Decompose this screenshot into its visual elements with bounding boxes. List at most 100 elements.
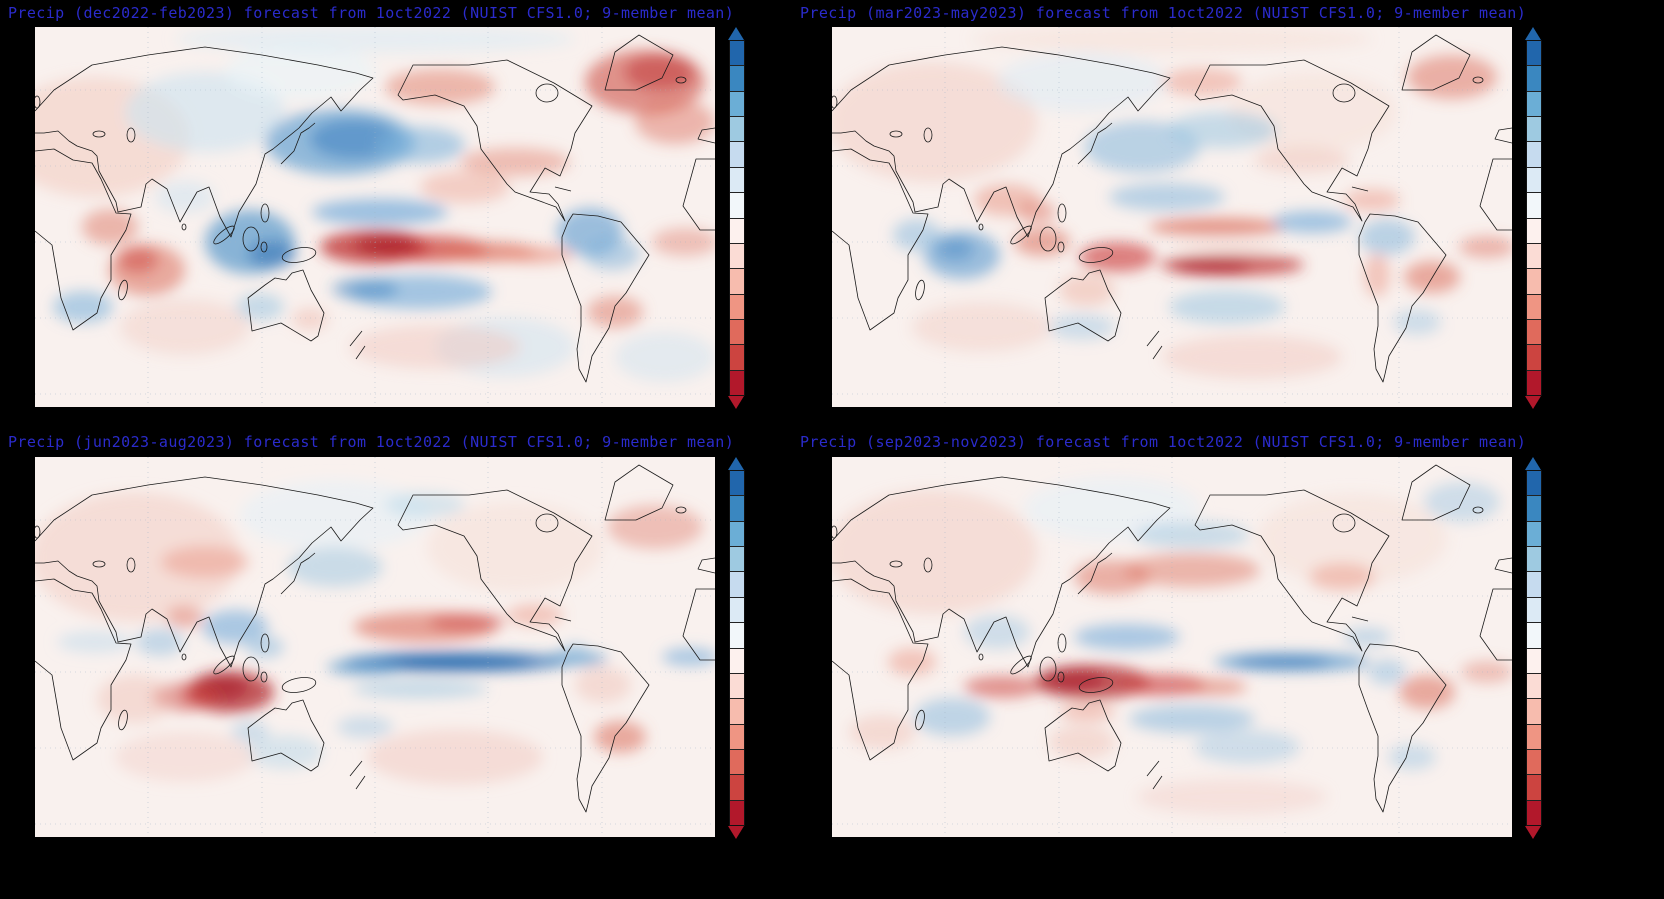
- colorbar-segment: [1527, 218, 1541, 244]
- colorbar-scale: [1526, 40, 1542, 396]
- anomaly-blob: [332, 278, 398, 300]
- anomaly-blob: [1343, 628, 1391, 646]
- anomaly-blob: [1162, 335, 1342, 379]
- anomaly-blob: [225, 44, 375, 100]
- colorbar-segment: [730, 66, 744, 92]
- anomaly-blob: [287, 547, 383, 587]
- forecast-panel-djf: Precip (dec2022-feb2023) forecast from 1…: [0, 0, 832, 421]
- anomaly-blob: [125, 72, 285, 152]
- colorbar-segment: [730, 41, 744, 67]
- anomaly-blob: [997, 52, 1167, 112]
- anomaly-blob: [1388, 744, 1436, 770]
- forecast-panel-son: Precip (sep2023-nov2023) forecast from 1…: [800, 421, 1664, 899]
- colorbar-segment: [730, 749, 744, 776]
- anomaly-blob: [635, 100, 715, 144]
- anomaly-blob: [1149, 218, 1285, 236]
- colorbar: [1525, 457, 1542, 839]
- map-area: [35, 27, 715, 407]
- anomaly-blob: [1074, 624, 1180, 650]
- anomaly-blob: [652, 228, 715, 256]
- colorbar-segment: [1527, 775, 1541, 801]
- colorbar-segment: [730, 521, 744, 548]
- panel-title: Precip (jun2023-aug2023) forecast from 1…: [8, 433, 735, 451]
- anomaly-blob: [832, 490, 1037, 614]
- anomaly-blob: [1049, 725, 1115, 759]
- anomaly-blob: [587, 296, 643, 328]
- anomaly-blob: [1059, 274, 1115, 306]
- anomaly-blob: [57, 631, 133, 653]
- colorbar-segment: [1527, 547, 1541, 573]
- colorbar-scale: [729, 470, 745, 826]
- anomaly-blob: [367, 729, 543, 785]
- anomaly-blob: [607, 505, 703, 549]
- anomaly-blob: [231, 721, 269, 743]
- anomaly-blob: [1118, 674, 1206, 696]
- anomaly-blob: [1399, 675, 1455, 709]
- anomaly-blob: [1039, 668, 1105, 690]
- colorbar-segment: [730, 597, 744, 624]
- map-area: [832, 457, 1512, 837]
- colorbar-segment: [1527, 648, 1541, 674]
- colorbar-segment: [730, 648, 744, 674]
- colorbar-segment: [730, 800, 744, 826]
- precip-anomaly-field: [832, 27, 1512, 379]
- colorbar-segment: [1527, 345, 1541, 371]
- colorbar: [1525, 27, 1542, 409]
- colorbar-top-arrow-icon: [728, 457, 744, 470]
- colorbar-segment: [1527, 269, 1541, 295]
- anomaly-blob: [97, 675, 173, 723]
- anomaly-blob: [964, 615, 1030, 649]
- anomaly-blob: [427, 502, 603, 592]
- anomaly-blob: [175, 27, 575, 53]
- map-area: [832, 27, 1512, 407]
- panel-title: Precip (dec2022-feb2023) forecast from 1…: [8, 4, 735, 22]
- colorbar-segment: [730, 724, 744, 750]
- forecast-panel-mam: Precip (mar2023-may2023) forecast from 1…: [800, 0, 1664, 421]
- anomaly-blob: [594, 721, 646, 753]
- colorbar-segment: [1527, 724, 1541, 750]
- colorbar: [728, 457, 745, 839]
- anomaly-blob: [240, 480, 430, 550]
- colorbar-segment: [1527, 623, 1541, 649]
- anomaly-blob: [1194, 730, 1300, 764]
- anomaly-blob: [155, 181, 215, 213]
- world-precip-map: [832, 457, 1512, 837]
- anomaly-blob: [429, 613, 505, 631]
- colorbar-segment: [1527, 41, 1541, 67]
- anomaly-blob: [354, 234, 420, 256]
- precip-anomaly-field: [35, 480, 715, 785]
- anomaly-blob: [914, 698, 990, 736]
- anomaly-blob: [1174, 259, 1250, 275]
- colorbar-segment: [1527, 142, 1541, 168]
- anomaly-blob: [1364, 253, 1390, 297]
- anomaly-blob: [1074, 560, 1150, 594]
- anomaly-blob: [1137, 779, 1327, 815]
- colorbar-segment: [1527, 471, 1541, 497]
- anomaly-blob: [497, 247, 573, 263]
- colorbar-segment: [730, 370, 744, 396]
- anomaly-blob: [161, 546, 249, 578]
- anomaly-blob: [625, 54, 695, 90]
- colorbar: [728, 27, 745, 409]
- anomaly-blob: [385, 69, 495, 105]
- anomaly-blob: [247, 735, 323, 769]
- anomaly-blob: [1049, 314, 1115, 340]
- anomaly-blob: [507, 604, 563, 626]
- anomaly-blob: [1254, 147, 1350, 173]
- anomaly-blob: [118, 247, 158, 273]
- world-precip-map: [35, 457, 715, 837]
- anomaly-blob: [1344, 189, 1400, 211]
- colorbar-segment: [730, 471, 744, 497]
- colorbar-segment: [1527, 496, 1541, 522]
- anomaly-blob: [35, 492, 240, 622]
- colorbar-segment: [1527, 699, 1541, 725]
- anomaly-blob: [1109, 183, 1225, 211]
- colorbar-segment: [730, 193, 744, 219]
- anomaly-blob: [1393, 309, 1441, 335]
- forecast-panel-jja: Precip (jun2023-aug2023) forecast from 1…: [0, 421, 832, 899]
- anomaly-blob: [1079, 242, 1155, 272]
- anomaly-blob: [1459, 236, 1512, 258]
- anomaly-blob: [337, 716, 393, 738]
- colorbar-scale: [729, 40, 745, 396]
- colorbar-segment: [1527, 370, 1541, 396]
